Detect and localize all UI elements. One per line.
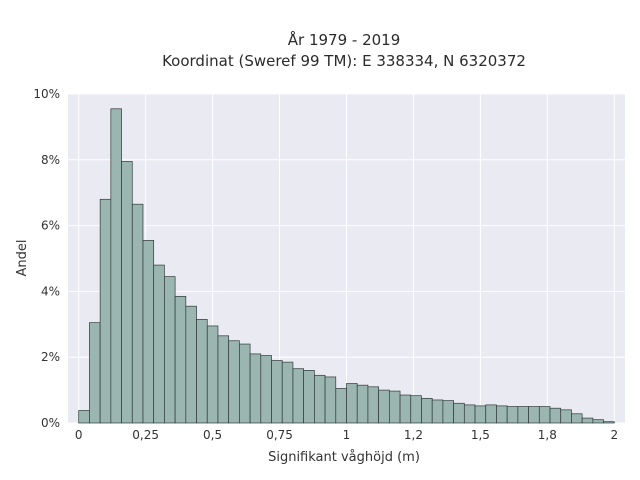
histogram-bar bbox=[538, 406, 551, 424]
y-axis-ticks: 0% 2% 4% 6% 8% 10% bbox=[33, 87, 60, 430]
histogram-bar bbox=[399, 394, 412, 424]
histogram-bar bbox=[506, 406, 519, 424]
bars-layer bbox=[78, 108, 615, 424]
histogram-bar bbox=[228, 340, 240, 424]
histogram-bar bbox=[378, 389, 390, 424]
x-tick-label: 1,8 bbox=[538, 428, 557, 442]
y-tick-label: 8% bbox=[41, 153, 60, 167]
y-tick-label: 2% bbox=[41, 350, 60, 364]
histogram-bar bbox=[217, 335, 230, 424]
histogram-bar bbox=[485, 404, 497, 424]
histogram-bar bbox=[153, 264, 165, 424]
histogram-bar bbox=[121, 161, 133, 424]
x-tick-label: 2 bbox=[610, 428, 618, 442]
histogram-bar bbox=[249, 353, 262, 424]
x-tick-label: 1,5 bbox=[471, 428, 490, 442]
histogram-bar bbox=[196, 319, 208, 424]
histogram-bar bbox=[78, 410, 90, 424]
histogram-bar bbox=[571, 413, 583, 424]
chart-title: År 1979 - 2019 bbox=[288, 30, 401, 49]
histogram-bar bbox=[517, 406, 529, 424]
histogram-bar bbox=[239, 343, 251, 424]
x-tick-label: 0,25 bbox=[132, 428, 159, 442]
y-tick-label: 6% bbox=[41, 219, 60, 233]
histogram-bar bbox=[421, 397, 433, 424]
histogram-bar bbox=[388, 390, 401, 424]
x-tick-label: 1 bbox=[343, 428, 351, 442]
histogram-bar bbox=[185, 305, 197, 424]
histogram-bar bbox=[560, 409, 572, 424]
histogram-bar bbox=[496, 405, 508, 424]
histogram-bar bbox=[89, 322, 101, 424]
x-tick-label: 0,75 bbox=[266, 428, 293, 442]
x-tick-label: 0 bbox=[75, 428, 83, 442]
histogram-bar bbox=[110, 108, 122, 424]
histogram-bar bbox=[410, 395, 422, 424]
histogram-bar bbox=[431, 399, 444, 424]
histogram-bar bbox=[260, 355, 272, 424]
x-axis-label: Signifikant våghöjd (m) bbox=[268, 450, 420, 465]
histogram-bar bbox=[164, 276, 176, 424]
histogram-bar bbox=[324, 376, 337, 424]
chart-subtitle: Koordinat (Sweref 99 TM): E 338334, N 63… bbox=[162, 52, 526, 70]
histogram-bar bbox=[581, 417, 594, 424]
histogram-bar bbox=[367, 386, 379, 424]
histogram-bar bbox=[453, 402, 465, 424]
histogram-bar bbox=[592, 419, 604, 424]
histogram-bar bbox=[463, 404, 476, 424]
histogram-bar bbox=[292, 368, 305, 424]
y-tick-label: 4% bbox=[41, 284, 60, 298]
histogram-bar bbox=[356, 384, 369, 424]
histogram-bar bbox=[303, 370, 315, 424]
histogram-bar bbox=[99, 198, 112, 424]
y-tick-label: 10% bbox=[33, 87, 60, 101]
histogram-bar bbox=[442, 400, 454, 424]
histogram-bar bbox=[474, 405, 487, 424]
histogram-bar bbox=[346, 383, 358, 424]
histogram-bar bbox=[281, 361, 294, 424]
histogram-bar bbox=[335, 388, 347, 424]
histogram-bar bbox=[314, 374, 326, 424]
histogram-bar bbox=[528, 406, 540, 424]
histogram-bar bbox=[174, 295, 187, 424]
x-tick-label: 0,5 bbox=[203, 428, 222, 442]
x-tick-label: 1,2 bbox=[404, 428, 423, 442]
histogram-bar bbox=[142, 240, 155, 424]
histogram-bar bbox=[603, 421, 615, 424]
histogram-bar bbox=[549, 407, 562, 424]
histogram-bar bbox=[206, 325, 219, 424]
x-axis-ticks: 0 0,25 0,5 0,75 1 1,2 1,5 1,8 2 bbox=[75, 428, 618, 442]
histogram-bar bbox=[271, 360, 283, 424]
histogram-bar bbox=[131, 203, 144, 424]
y-tick-label: 0% bbox=[41, 416, 60, 430]
y-axis-label: Andel bbox=[15, 240, 30, 277]
